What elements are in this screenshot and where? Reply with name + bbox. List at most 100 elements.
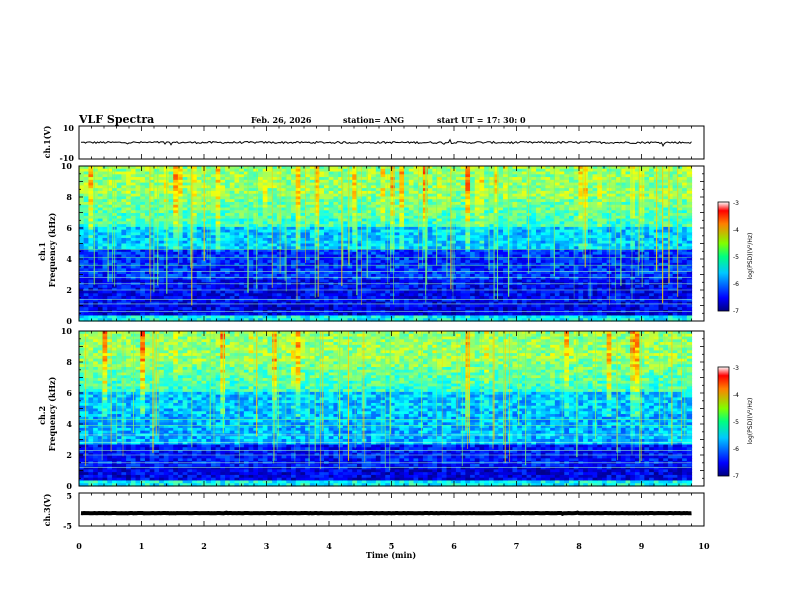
- spectrogram-cell: [225, 268, 231, 272]
- spectrogram-cell: [272, 273, 278, 278]
- spectrogram-cell: [291, 298, 297, 303]
- spectrogram-cell: [333, 213, 339, 217]
- spectrogram-cell: [121, 182, 127, 186]
- spectrogram-cell: [394, 182, 400, 186]
- spectrogram-cell: [484, 260, 490, 264]
- spectrogram-cell: [413, 298, 419, 303]
- spectrogram-cell: [380, 188, 386, 192]
- spectrogram-cell: [408, 293, 415, 297]
- spectrogram-cell: [309, 204, 316, 209]
- spectrogram-cell: [408, 249, 415, 253]
- spectrogram-cell: [474, 213, 481, 217]
- spectrogram-cell: [460, 304, 466, 308]
- spectrogram-cell: [140, 171, 146, 175]
- spectrogram-cell: [356, 293, 363, 297]
- spectrogram-cell: [79, 182, 85, 186]
- spectrogram-cell: [88, 188, 94, 192]
- spectrogram-cell: [455, 315, 462, 319]
- spectrogram-cell: [286, 243, 292, 247]
- spectrogram-cell: [389, 237, 396, 242]
- spectrogram-cell: [333, 265, 339, 270]
- spectrogram-cell: [168, 273, 174, 278]
- spectrogram-cell: [258, 257, 264, 261]
- spectrogram-cell: [324, 290, 330, 294]
- spectrogram-cell: [356, 318, 363, 322]
- spectrogram-cell: [399, 246, 405, 250]
- spectrogram-cell: [418, 168, 424, 173]
- spectrogram-cell: [248, 246, 254, 250]
- spectrogram-cell: [455, 301, 462, 305]
- spectrogram-cell: [366, 240, 372, 245]
- spectrogram-cell: [451, 312, 457, 317]
- spectrogram-cell: [479, 201, 485, 206]
- spectrogram-cell: [243, 235, 250, 239]
- spectrogram-cell: [460, 318, 466, 322]
- spectrogram-cell: [173, 196, 179, 200]
- spectrogram-cell: [371, 279, 377, 283]
- spectrogram-cell: [309, 312, 316, 317]
- spectrogram-cell: [437, 304, 443, 308]
- spectrogram-cell: [225, 199, 231, 203]
- spectrogram-cell: [126, 268, 132, 272]
- spectrogram-cell: [295, 318, 302, 322]
- spectrogram-cell: [314, 312, 320, 317]
- spectrogram-cell: [451, 171, 457, 175]
- spectrogram-cell: [159, 215, 165, 220]
- spectrogram-cell: [220, 185, 226, 189]
- spectrogram-cell: [375, 179, 382, 184]
- spectrogram-cell: [149, 285, 155, 289]
- spectrogram-cell: [79, 296, 85, 300]
- spectrogram-cell: [267, 224, 273, 228]
- spectrogram-cell: [192, 210, 198, 214]
- spectrogram-cell: [380, 290, 386, 294]
- spectrogram-cell: [168, 213, 174, 217]
- spectrogram-cell: [418, 166, 424, 170]
- spectrogram-cell: [455, 285, 462, 289]
- spectrogram-cell: [460, 307, 466, 311]
- spectrogram-cell: [324, 249, 330, 253]
- spectrogram-cell: [300, 235, 306, 239]
- spectrogram-cell: [177, 315, 184, 319]
- spectrogram-cell: [437, 171, 443, 175]
- spectrogram-cell: [192, 215, 198, 220]
- spectrogram-cell: [196, 249, 203, 253]
- spectrogram-cell: [305, 171, 311, 175]
- spectrogram-cell: [225, 301, 231, 305]
- spectrogram-cell: [399, 182, 405, 186]
- spectrogram-cell: [432, 237, 438, 242]
- spectrogram-cell: [196, 171, 203, 175]
- spectrogram-cell: [352, 224, 358, 228]
- spectrogram-cell: [79, 265, 85, 270]
- spectrogram-cell: [83, 171, 90, 175]
- spectrogram-cell: [361, 246, 367, 250]
- spectrogram-cell: [347, 199, 353, 203]
- spectrogram-cell: [342, 237, 349, 242]
- spectrogram-cell: [404, 296, 410, 300]
- spectrogram-cell: [243, 190, 250, 195]
- spectrogram-cell: [206, 318, 212, 322]
- spectrogram-cell: [234, 271, 240, 275]
- spectrogram-cell: [399, 301, 405, 305]
- spectrogram-cell: [319, 201, 325, 206]
- spectrogram-cell: [470, 237, 476, 242]
- spectrogram-cell: [130, 237, 137, 242]
- spectrogram-cell: [366, 237, 372, 242]
- spectrogram-cell: [366, 168, 372, 173]
- spectrogram-cell: [116, 268, 122, 272]
- spectrogram-cell: [484, 273, 490, 278]
- spectrogram-cell: [276, 268, 283, 272]
- spectrogram-cell: [352, 237, 358, 242]
- spectrogram-cell: [144, 298, 151, 303]
- spectrogram-cell: [281, 199, 287, 203]
- spectrogram-cell: [220, 218, 226, 222]
- spectrogram-cell: [130, 254, 137, 258]
- spectrogram-cell: [399, 168, 405, 173]
- spectrogram-cell: [437, 251, 443, 256]
- spectrogram-cell: [79, 235, 85, 239]
- spectrogram-cell: [324, 287, 330, 292]
- spectrogram-cell: [121, 285, 127, 289]
- spectrogram-cell: [102, 226, 108, 231]
- spectrogram-cell: [479, 210, 485, 214]
- spectrogram-cell: [389, 215, 396, 220]
- spectrogram-cell: [149, 243, 155, 247]
